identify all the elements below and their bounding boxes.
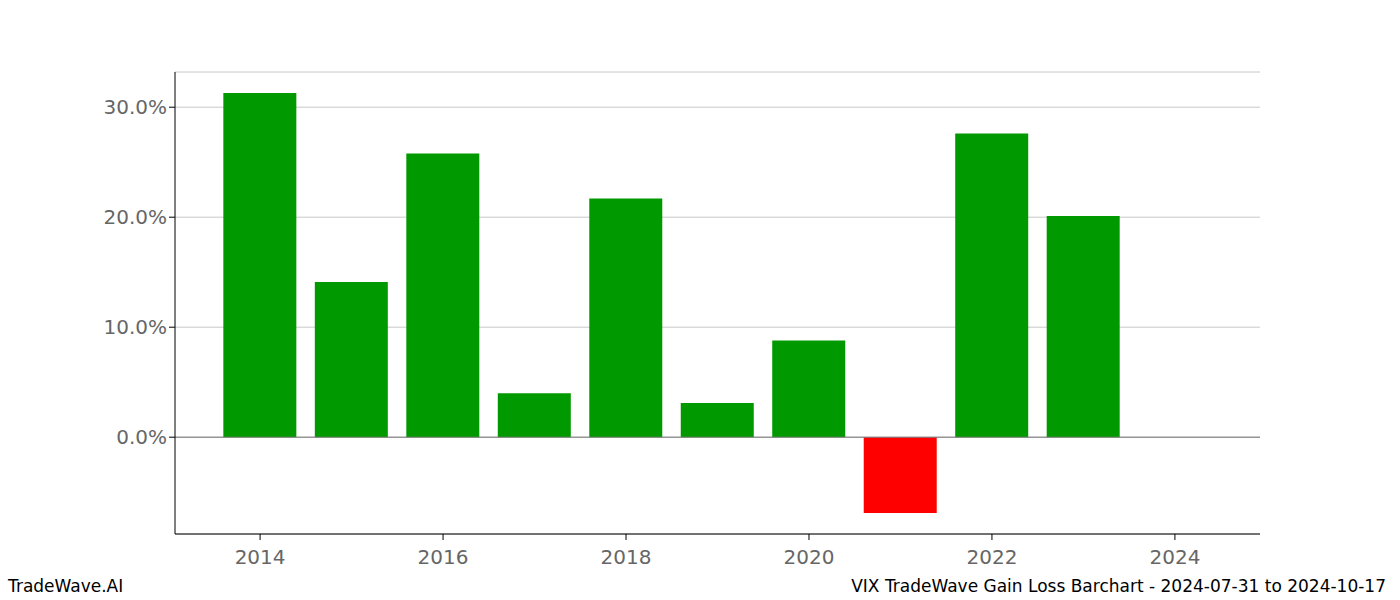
- svg-text:30.0%: 30.0%: [103, 95, 167, 119]
- svg-text:0.0%: 0.0%: [116, 425, 167, 449]
- svg-text:20.0%: 20.0%: [103, 205, 167, 229]
- html-text:VIX TradeWave Gain Loss Barcha: VIX TradeWave Gain Loss Barchart - 2024-…: [851, 576, 1386, 596]
- svg-text:2022: 2022: [966, 545, 1017, 569]
- svg-text:2024: 2024: [1149, 545, 1200, 569]
- svg-text:2014: 2014: [235, 545, 286, 569]
- svg-text:2020: 2020: [784, 545, 835, 569]
- svg-text:2018: 2018: [601, 545, 652, 569]
- svg-text:2016: 2016: [418, 545, 469, 569]
- html-text:TradeWave.AI: TradeWave.AI: [8, 576, 124, 596]
- svg-text:10.0%: 10.0%: [103, 315, 167, 339]
